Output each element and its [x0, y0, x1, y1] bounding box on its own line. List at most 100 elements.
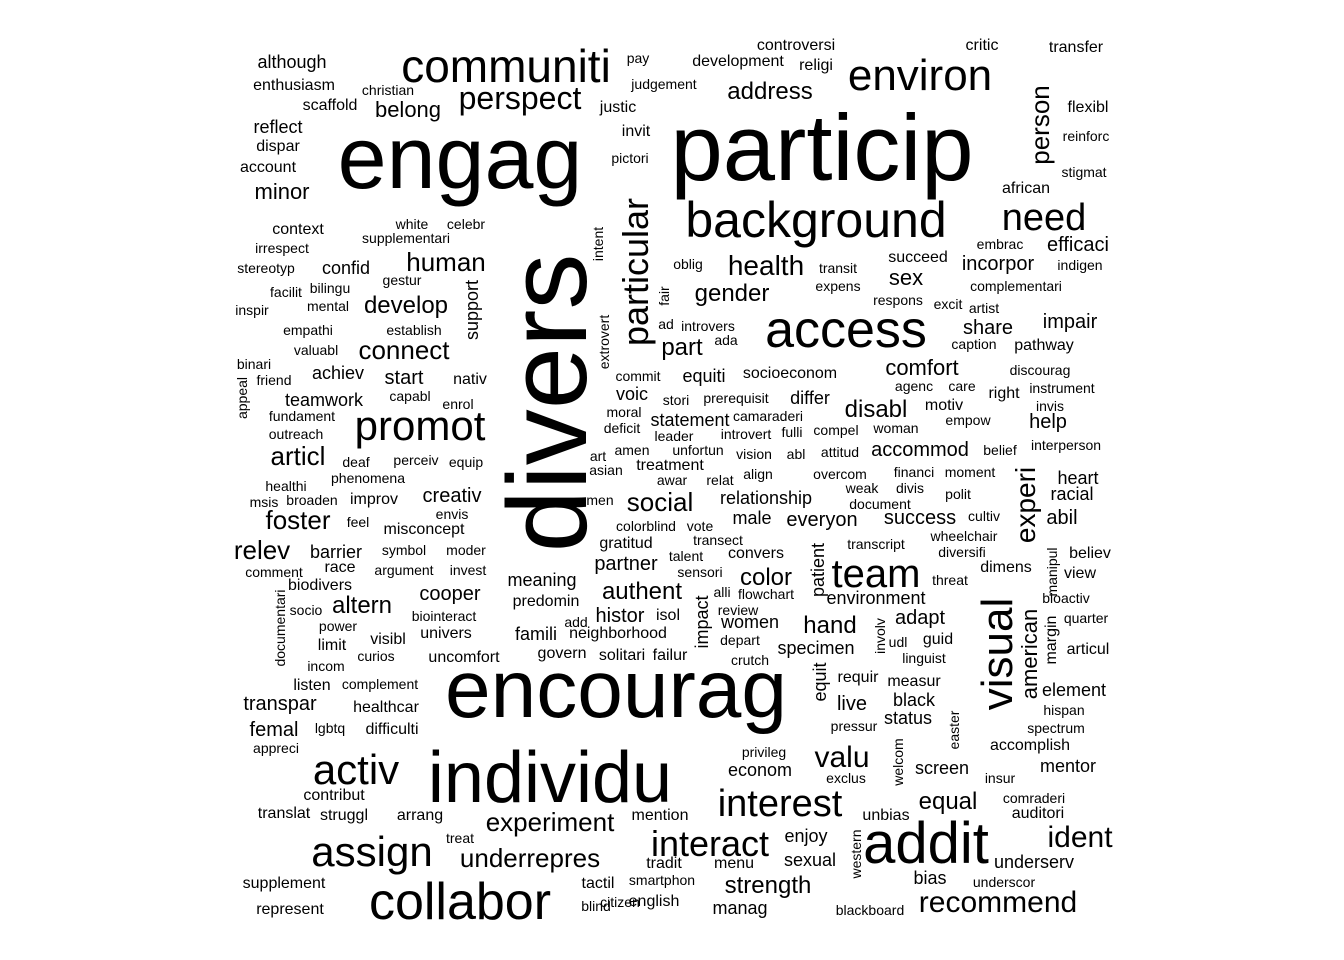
word: phenomena: [331, 470, 405, 486]
word: talent: [668, 548, 704, 564]
word: disabl: [844, 396, 908, 423]
word: expens: [815, 278, 861, 294]
word: vision: [736, 446, 772, 462]
word: blackboard: [835, 902, 905, 918]
word: critic: [965, 37, 999, 54]
word: perspect: [458, 80, 582, 116]
word: teamwork: [284, 390, 364, 410]
word: fair: [656, 286, 672, 306]
word: cultiv: [968, 508, 1000, 524]
word: addit: [863, 811, 989, 876]
word: biodivers: [287, 577, 353, 594]
word: underscor: [972, 874, 1036, 890]
word: appeal: [234, 376, 250, 420]
word: engag: [337, 108, 583, 207]
word: stigmat: [1061, 164, 1107, 180]
word: privileg: [741, 744, 787, 760]
word: enthusiasm: [253, 77, 335, 94]
word: failur: [652, 647, 688, 664]
word: controversi: [756, 37, 836, 54]
word: english: [628, 893, 680, 910]
word: strength: [724, 872, 812, 899]
word: meaning: [507, 570, 577, 590]
word: men: [586, 492, 614, 508]
word: improv: [349, 491, 399, 508]
word: ad: [658, 316, 674, 332]
word: racial: [1050, 484, 1094, 504]
word: connect: [358, 335, 450, 365]
word: socioeconom: [742, 365, 838, 382]
word: reflect: [253, 117, 303, 137]
word: colorblind: [616, 518, 676, 534]
word: fundament: [268, 408, 336, 424]
word: promot: [354, 402, 486, 449]
word: econom: [727, 760, 793, 780]
word: white: [395, 216, 429, 232]
word: need: [1001, 197, 1087, 239]
word: art: [589, 448, 607, 464]
word: instrument: [1029, 380, 1095, 396]
word: interperson: [1030, 437, 1102, 453]
word: belong: [374, 97, 442, 122]
word: artist: [968, 300, 1000, 316]
word: vote: [686, 518, 714, 534]
word: insur: [984, 770, 1016, 786]
word: race: [324, 559, 356, 576]
word: intent: [590, 226, 606, 262]
word: reinforc: [1062, 128, 1110, 144]
word: hand: [803, 612, 857, 639]
word: stereotyp: [237, 260, 295, 276]
word: empow: [945, 412, 991, 428]
word: view: [1063, 565, 1097, 582]
word: polit: [945, 486, 971, 502]
word: power: [318, 618, 358, 634]
word: sensori: [677, 564, 723, 580]
word: male: [732, 508, 772, 528]
word: element: [1041, 680, 1107, 700]
word: bias: [913, 868, 947, 888]
word: impair: [1042, 311, 1098, 333]
word: relev: [233, 535, 291, 565]
word: supplementari: [362, 230, 450, 246]
word: amen: [614, 442, 650, 458]
word: treatment: [636, 457, 704, 474]
word: symbol: [381, 542, 427, 558]
word: bioactiv: [1042, 590, 1090, 606]
word: visual: [973, 597, 1022, 711]
word: establish: [386, 322, 442, 338]
word: equal: [918, 788, 978, 815]
word: collabor: [368, 873, 552, 931]
word: encourag: [445, 644, 787, 735]
word: invest: [449, 562, 487, 578]
word: broaden: [286, 492, 338, 508]
word: partner: [594, 553, 658, 575]
word: excit: [933, 296, 963, 312]
word: activ: [312, 746, 400, 793]
word: oblig: [673, 256, 703, 272]
word: complementari: [970, 278, 1062, 294]
word: sexual: [783, 850, 837, 870]
word: discourag: [1009, 362, 1071, 378]
word: equiti: [682, 366, 726, 386]
word: interact: [650, 823, 770, 864]
word: biointeract: [411, 608, 477, 624]
word: black: [892, 690, 936, 710]
word: outreach: [268, 426, 324, 442]
word: success: [883, 507, 957, 529]
word: everyon: [786, 509, 858, 531]
word: gratitud: [599, 535, 653, 552]
word: experi: [1010, 466, 1041, 544]
word: patient: [808, 542, 828, 598]
word: valu: [814, 741, 870, 774]
word: agenc: [894, 378, 934, 394]
word: indigen: [1057, 257, 1103, 273]
word: diversifi: [938, 544, 986, 560]
word: linguist: [902, 650, 946, 666]
word: document: [849, 496, 911, 512]
word: unbias: [862, 807, 910, 824]
word: christian: [361, 82, 415, 98]
word: relationship: [719, 488, 813, 508]
word: limit: [317, 637, 347, 654]
word: environment: [826, 588, 926, 608]
